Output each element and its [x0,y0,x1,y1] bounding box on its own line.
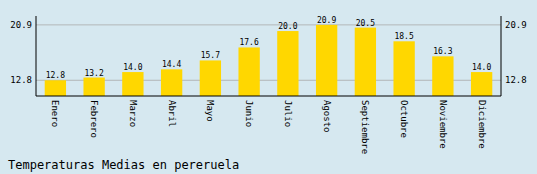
y-axis-line-right [501,16,502,96]
data-label: 15.7 [201,51,220,60]
data-label: 14.0 [472,63,491,72]
y-tick-label: 12.8 [10,75,32,85]
x-tick-label: Junio [244,100,254,127]
x-tick-label: Noviembre [438,100,448,149]
bar [45,80,66,96]
x-tick-label: Mayo [205,100,215,122]
bar [200,60,221,96]
bar [355,28,376,96]
x-tick-label: Marzo [128,100,138,127]
bar [238,47,259,96]
data-label: 14.4 [162,60,181,69]
bar [122,72,143,96]
bar [471,72,492,96]
x-tick-label: Diciembre [477,100,487,149]
grid-line [36,24,501,25]
chart: 12.8 13.2 14.0 14.4 15.7 17.6 20.0 20.9 20.5 18.5… [0,0,537,174]
data-label: 18.5 [394,32,413,41]
bar [161,69,182,96]
data-label: 14.0 [123,63,142,72]
x-tick-label: Julio [283,100,293,127]
x-tick-label: Febrero [89,100,99,138]
x-axis-line [36,96,501,97]
chart-container: 12.8 13.2 14.0 14.4 15.7 17.6 20.0 20.9 20.5 18.5… [0,0,537,174]
x-tick-label: Agosto [322,100,332,133]
x-tick-label: Octubre [399,100,409,138]
bar [83,78,104,96]
y-tick-label-right: 12.8 [505,75,527,85]
x-tick-label: Abril [167,100,177,127]
title: Temperaturas Medias en pereruela [8,158,239,172]
data-label: 16.3 [433,47,452,56]
data-label: 20.9 [317,16,336,25]
y-tick-label-right: 20.9 [505,20,527,30]
bar [393,41,414,96]
bars [45,25,493,96]
grid-line [36,80,501,81]
data-label: 17.6 [239,38,258,47]
data-label: 20.5 [356,19,375,28]
bar [316,25,337,96]
data-label: 13.2 [84,69,103,78]
y-axis-line [36,16,37,96]
data-label: 12.8 [46,71,65,80]
bar [432,56,453,96]
data-label: 20.0 [278,22,297,31]
x-tick-label: Septiembre [360,100,370,154]
bar [277,31,298,96]
y-tick-label: 20.9 [10,20,32,30]
x-tick-label: Enero [50,100,60,127]
